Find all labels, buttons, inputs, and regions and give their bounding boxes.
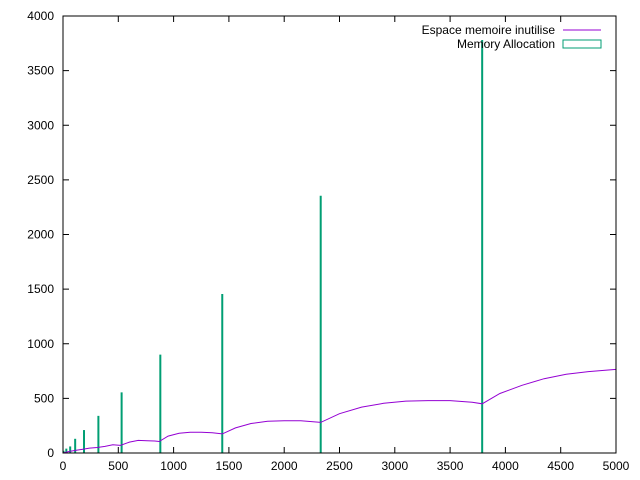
y-tick-label: 4000 [27, 9, 54, 23]
y-tick-label: 2000 [27, 228, 54, 242]
y-tick-label: 3000 [27, 118, 54, 132]
unused-memory-line [62, 368, 617, 454]
y-tick-label: 1500 [27, 282, 54, 296]
legend-label: Espace memoire inutilise [422, 23, 556, 37]
x-tick-label: 1500 [216, 459, 243, 473]
legend-box-swatch [562, 39, 602, 49]
x-tick-label: 0 [60, 459, 67, 473]
y-tick-label: 0 [47, 446, 54, 460]
tick-marks [62, 15, 617, 454]
y-tick-label: 2500 [27, 173, 54, 187]
x-tick-label: 1000 [160, 459, 187, 473]
x-tick-label: 2500 [326, 459, 353, 473]
allocation-impulses [62, 40, 484, 453]
y-tick-label: 3500 [27, 64, 54, 78]
x-tick-labels: 0 500 1000 1500 2000 2500 3000 3500 4000 4500 5000 [60, 459, 630, 473]
x-tick-label: 2000 [271, 459, 298, 473]
x-tick-label: 3000 [381, 459, 408, 473]
x-tick-label: 3500 [437, 459, 464, 473]
y-tick-label: 1000 [27, 337, 54, 351]
y-tick-label: 500 [34, 391, 54, 405]
x-tick-label: 500 [108, 459, 128, 473]
x-tick-label: 5000 [603, 459, 630, 473]
x-tick-label: 4000 [492, 459, 519, 473]
unused-memory-line-group [62, 368, 617, 454]
legend-label: Memory Allocation [457, 37, 555, 51]
y-tick-labels: 0 500 1000 1500 2000 2500 3000 3500 4000 [27, 9, 54, 460]
x-tick-label: 4500 [547, 459, 574, 473]
